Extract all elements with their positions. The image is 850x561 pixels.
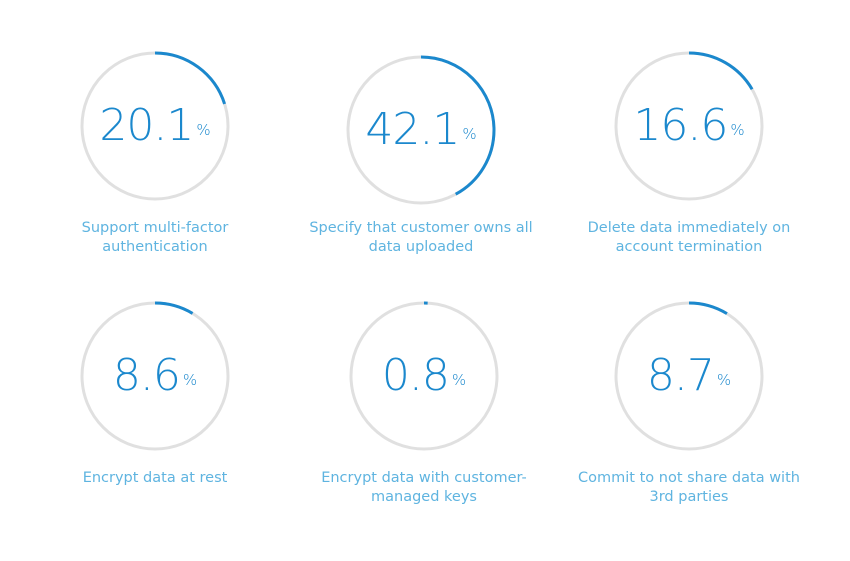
gauge-label: Encrypt data with customer-managed keys <box>321 470 527 505</box>
gauge-value-number: 42.1 <box>365 104 460 155</box>
gauge-value-unit: % <box>196 121 211 139</box>
gauge-value: 8.7% <box>569 348 809 404</box>
gauge-progress-arc <box>614 51 764 201</box>
gauge-ring <box>614 301 764 451</box>
gauge-value: 20.1% <box>35 98 275 154</box>
gauge-progress-arc <box>80 301 230 451</box>
gauge-progress-arc <box>614 301 764 451</box>
gauge-value-number: 20.1 <box>99 100 194 151</box>
gauge-value-unit: % <box>716 371 732 389</box>
gauge-value-unit: % <box>730 121 745 139</box>
gauge-progress-arc <box>349 301 499 451</box>
gauge-value: 42.1% <box>301 102 541 158</box>
gauge-customer-owns-data: 42.1% Specify that customer owns all dat… <box>301 55 541 305</box>
gauge-progress-arc <box>80 51 230 201</box>
gauge-delete-data: 16.6% Delete data immediately on account… <box>569 51 809 301</box>
gauge-no-third-party-sharing: 8.7% Commit to not share data with 3rd p… <box>569 301 809 551</box>
gauge-value-number: 0.8 <box>381 350 450 401</box>
gauge-ring <box>80 51 230 201</box>
gauge-value-unit: % <box>462 125 477 143</box>
gauge-label: Support multi-factor authentication <box>81 220 229 255</box>
gauge-ring <box>80 301 230 451</box>
gauge-value: 8.6% <box>35 348 275 404</box>
gauge-mfa: 20.1% Support multi-factor authenticatio… <box>35 51 275 301</box>
gauge-label: Specify that customer owns all data uplo… <box>309 220 533 255</box>
gauge-ring <box>614 51 764 201</box>
gauge-value-unit: % <box>451 371 467 389</box>
gauge-value: 16.6% <box>569 98 809 154</box>
gauge-encrypt-at-rest: 8.6% Encrypt data at rest <box>35 301 275 551</box>
gauge-label: Delete data immediately on account termi… <box>587 220 791 255</box>
gauge-value-unit: % <box>182 371 198 389</box>
gauge-value-number: 8.6 <box>112 350 181 401</box>
gauge-progress-arc <box>346 55 496 205</box>
gauge-label: Encrypt data at rest <box>82 470 228 486</box>
gauge-value: 0.8% <box>304 348 544 404</box>
gauge-label: Commit to not share data with 3rd partie… <box>578 470 800 505</box>
gauge-value-number: 8.7 <box>646 350 715 401</box>
gauge-ring <box>346 55 496 205</box>
gauge-customer-managed-keys: 0.8% Encrypt data with customer-managed … <box>304 301 544 551</box>
gauge-ring <box>349 301 499 451</box>
gauge-value-number: 16.6 <box>633 100 728 151</box>
